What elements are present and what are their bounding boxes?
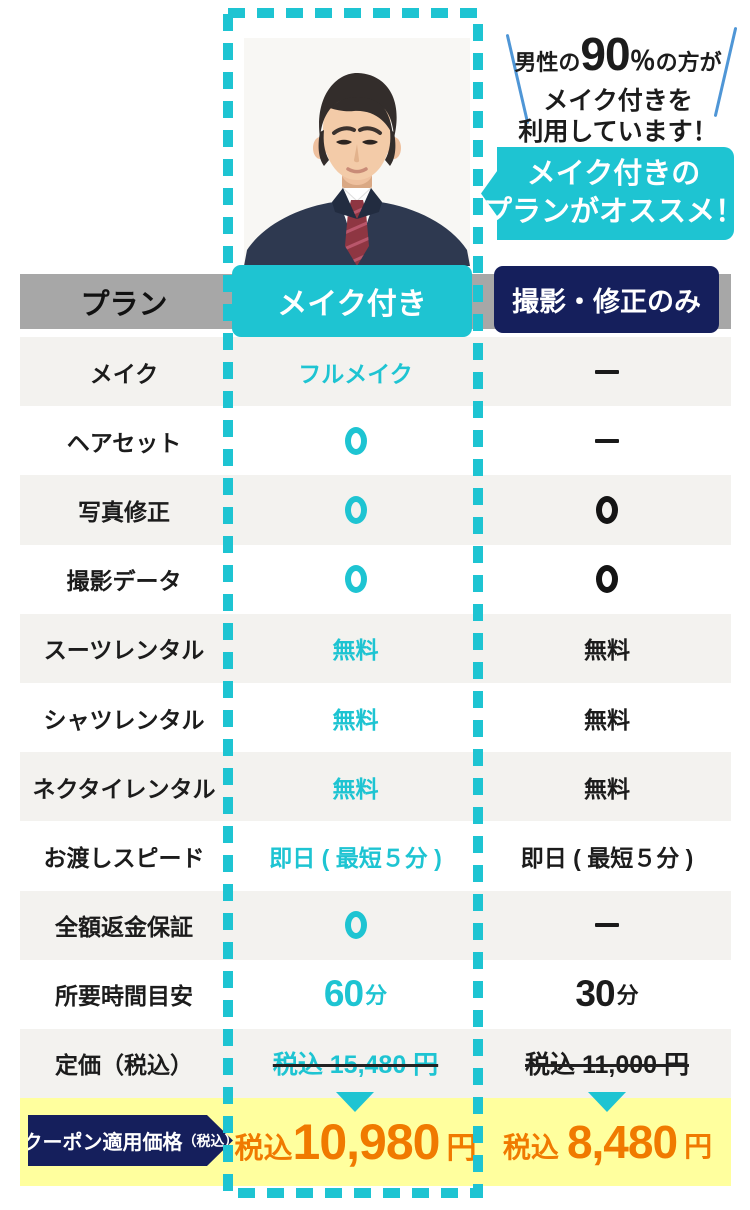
plan-column-header: プラン — [80, 288, 168, 321]
bubble-line2: プランがオススメ！ — [483, 195, 745, 228]
table-row: お渡しスピード 即日 ( 最短５分 ) 即日 ( 最短５分 ) — [20, 821, 731, 891]
duration-unit: 分 — [616, 983, 639, 1009]
table-row: スーツレンタル 無料 無料 — [20, 613, 731, 683]
recommend-bubble-text: メイク付きの プランがオススメ！ — [481, 156, 745, 231]
cell-value: 即日 ( 最短５分 ) — [520, 844, 694, 871]
cell-value: 無料 — [584, 706, 630, 733]
circle-icon — [344, 565, 367, 594]
down-arrow-icon — [588, 1092, 626, 1112]
stat-line2: メイク付きを — [543, 86, 693, 115]
included-circle-mark — [483, 545, 731, 614]
row-label: ネクタイレンタル — [32, 775, 216, 802]
coupon-price-other: 税込 8,480 円 — [484, 1104, 731, 1180]
table-row: メイク フルメイク — [20, 337, 731, 407]
stat-number: 90 — [580, 28, 630, 80]
row-label: ヘアセット — [66, 429, 182, 456]
circle-icon — [596, 495, 618, 524]
dash-icon — [595, 369, 619, 374]
circle-icon — [344, 426, 367, 455]
duration-unit: 分 — [365, 983, 388, 1009]
row-label: 写真修正 — [78, 498, 170, 525]
cell-value: 無料 — [584, 637, 630, 664]
model-portrait-photo — [244, 38, 470, 266]
not-included-dash-mark — [483, 406, 731, 475]
not-included-dash-mark — [483, 337, 731, 406]
price-unit: 円 — [446, 1132, 477, 1165]
included-circle-mark — [228, 545, 483, 614]
row-label: シャツレンタル — [43, 706, 205, 733]
usage-stat: 男性の90％の方が メイク付きを 利用しています！ — [498, 26, 738, 148]
included-circle-mark — [228, 891, 483, 960]
row-label: メイク — [89, 360, 159, 387]
list-price-struck: 税込 15,480 円 — [228, 1029, 483, 1098]
cell-text: 無料 — [228, 683, 483, 752]
price-amount: 8,480 — [566, 1116, 678, 1168]
cell-value: 無料 — [332, 637, 379, 664]
stat-line1: 男性の90％の方が — [498, 26, 738, 84]
circle-icon — [344, 495, 367, 524]
table-row: シャツレンタル 無料 無料 — [20, 682, 731, 753]
list-price-struck: 税込 11,000 円 — [483, 1029, 731, 1098]
cell-value: フルメイク — [298, 360, 413, 387]
struck-price-text: 税込 11,000 円 — [525, 1051, 689, 1080]
price-prefix: 税込 — [502, 1132, 559, 1163]
dash-icon — [595, 923, 619, 928]
duration-number: 60 — [323, 973, 364, 1015]
cell-text: 無料 — [483, 614, 731, 683]
price-prefix: 税込 — [234, 1133, 293, 1165]
included-circle-mark — [228, 406, 483, 475]
coupon-ribbon-label: クーポン適用価格 — [22, 1132, 183, 1154]
stat-suffix: の方が — [655, 50, 722, 75]
stat-percent: ％ — [629, 46, 656, 76]
makeup-plan-header: メイク付き — [232, 265, 472, 337]
price-unit: 円 — [684, 1131, 713, 1162]
dash-icon — [595, 438, 619, 443]
table-row: 所要時間目安 60 分 30 分 — [20, 959, 731, 1029]
row-label: 撮影データ — [66, 568, 182, 595]
cell-text: 無料 — [483, 752, 731, 821]
comparison-table-rows: メイク フルメイク ヘアセット 写真修正 撮影データ スーツレンタル 無料 無料 シャツレンタル… — [20, 337, 731, 1099]
included-circle-mark — [483, 475, 731, 544]
cell-value: 即日 ( 最短５分 ) — [269, 844, 442, 871]
cell-text: 無料 — [228, 752, 483, 821]
struck-price-text: 税込 15,480 円 — [272, 1051, 439, 1080]
cell-value: 無料 — [332, 706, 379, 733]
included-circle-mark — [228, 475, 483, 544]
portrait-illustration — [244, 38, 470, 266]
circle-icon — [344, 911, 367, 940]
table-row: 撮影データ — [20, 544, 731, 614]
row-label: 所要時間目安 — [55, 983, 193, 1010]
row-label: 全額返金保証 — [55, 914, 193, 941]
shoot-only-plan-header: 撮影・修正のみ — [494, 266, 719, 333]
row-label: スーツレンタル — [43, 637, 205, 664]
table-row: 定価（税込） 税込 15,480 円 税込 11,000 円 — [20, 1028, 731, 1099]
table-row: ヘアセット — [20, 406, 731, 476]
cell-text: 即日 ( 最短５分 ) — [483, 821, 731, 890]
row-label: 定価（税込） — [55, 1052, 193, 1079]
recommend-bubble: メイク付きの プランがオススメ！ — [481, 147, 734, 240]
cell-text: フルメイク — [228, 337, 483, 406]
coupon-price-makeup: 税込 10,980 円 — [233, 1104, 478, 1180]
row-label: お渡しスピード — [43, 844, 205, 871]
coupon-ribbon: クーポン適用価格 （税込） — [28, 1115, 233, 1166]
cell-value: 無料 — [584, 775, 630, 802]
cell-value: 無料 — [332, 775, 379, 802]
price-amount: 10,980 — [292, 1114, 441, 1170]
cell-text: 無料 — [228, 614, 483, 683]
stat-line3: 利用しています！ — [518, 117, 718, 146]
bubble-line1: メイク付きの — [526, 157, 701, 190]
table-row: 全額返金保証 — [20, 890, 731, 960]
duration-value: 30 分 — [483, 960, 731, 1029]
table-row: 写真修正 — [20, 475, 731, 545]
cell-text: 無料 — [483, 683, 731, 752]
stat-prefix: 男性の — [514, 50, 581, 75]
duration-value: 60 分 — [228, 960, 483, 1029]
circle-icon — [596, 565, 618, 594]
duration-number: 30 — [575, 973, 615, 1015]
cell-text: 即日 ( 最短５分 ) — [228, 821, 483, 890]
not-included-dash-mark — [483, 891, 731, 960]
table-row: ネクタイレンタル 無料 無料 — [20, 752, 731, 822]
